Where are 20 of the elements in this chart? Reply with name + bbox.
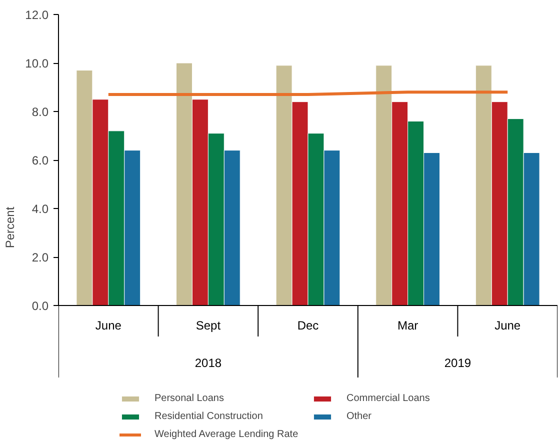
- x-tick-label: Sept: [196, 318, 222, 332]
- y-tick-label: 4.0: [32, 202, 49, 216]
- y-tick-label: 8.0: [32, 105, 49, 119]
- text: 2018: [194, 356, 222, 370]
- y-tick-label: 12.0: [25, 8, 49, 22]
- legend-label: Weighted Average Lending Rate: [154, 428, 300, 440]
- y-tick-label: 2.0: [32, 250, 49, 264]
- y-axis-title: Percent: [3, 206, 18, 248]
- legend-label: Other: [346, 410, 373, 422]
- x-tick-label: June: [95, 318, 122, 332]
- x-tick-label: June: [494, 318, 521, 332]
- x-tick-label: Mar: [397, 318, 418, 332]
- y-tick-label: 0.0: [32, 299, 49, 313]
- legend-label: Commercial Loans: [346, 392, 431, 404]
- text: 2019: [444, 356, 472, 370]
- legend-label: Personal Loans: [154, 392, 225, 404]
- y-tick-label: 10.0: [25, 56, 49, 70]
- y-tick-label: 6.0: [32, 154, 49, 168]
- legend-label: Residential Construction: [154, 410, 264, 422]
- x-tick-label: Dec: [297, 318, 319, 332]
